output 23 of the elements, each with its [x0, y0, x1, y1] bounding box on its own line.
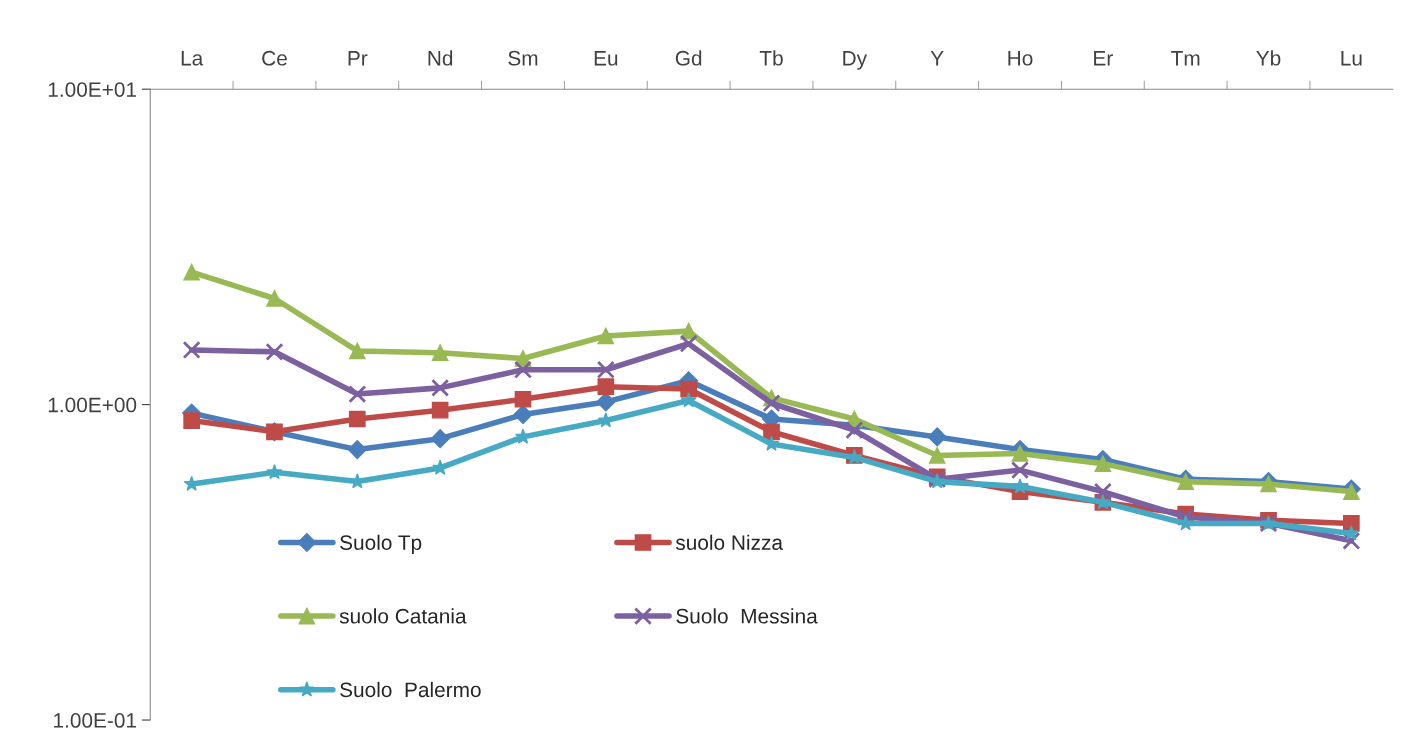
- x-tick-label: Y: [930, 51, 944, 66]
- legend-label: Suolo Tp: [340, 534, 422, 555]
- x-tick-label: Ce: [262, 50, 287, 66]
- legend-label: Suolo Palermo: [340, 681, 481, 698]
- x-tick-label: Lu: [1341, 51, 1362, 66]
- x-tick-label: Gd: [675, 50, 702, 66]
- y-tick-label: 1.00E+00: [48, 397, 137, 413]
- x-tick-label: Tm: [1171, 51, 1200, 66]
- x-tick-label: Er: [1094, 51, 1113, 66]
- x-tick-label: La: [181, 51, 204, 66]
- x-tick-label: Ho: [1008, 51, 1033, 66]
- legend-label: Suolo Messina: [676, 608, 818, 624]
- x-tick-label: Yb: [1256, 50, 1281, 66]
- legend-label: suolo Catania: [339, 608, 467, 624]
- x-tick-label: Nd: [428, 50, 453, 66]
- y-tick-label: 1.00E-01: [54, 713, 137, 728]
- y-tick-label: 1.00E+01: [48, 82, 137, 97]
- x-tick-label: Eu: [594, 51, 618, 66]
- x-tick-label: Dy: [843, 51, 868, 70]
- x-tick-label: Sm: [508, 50, 538, 66]
- x-tick-label: Pr: [348, 51, 368, 66]
- x-tick-label: Tb: [759, 50, 783, 66]
- legend-label: suolo Nizza: [675, 534, 783, 550]
